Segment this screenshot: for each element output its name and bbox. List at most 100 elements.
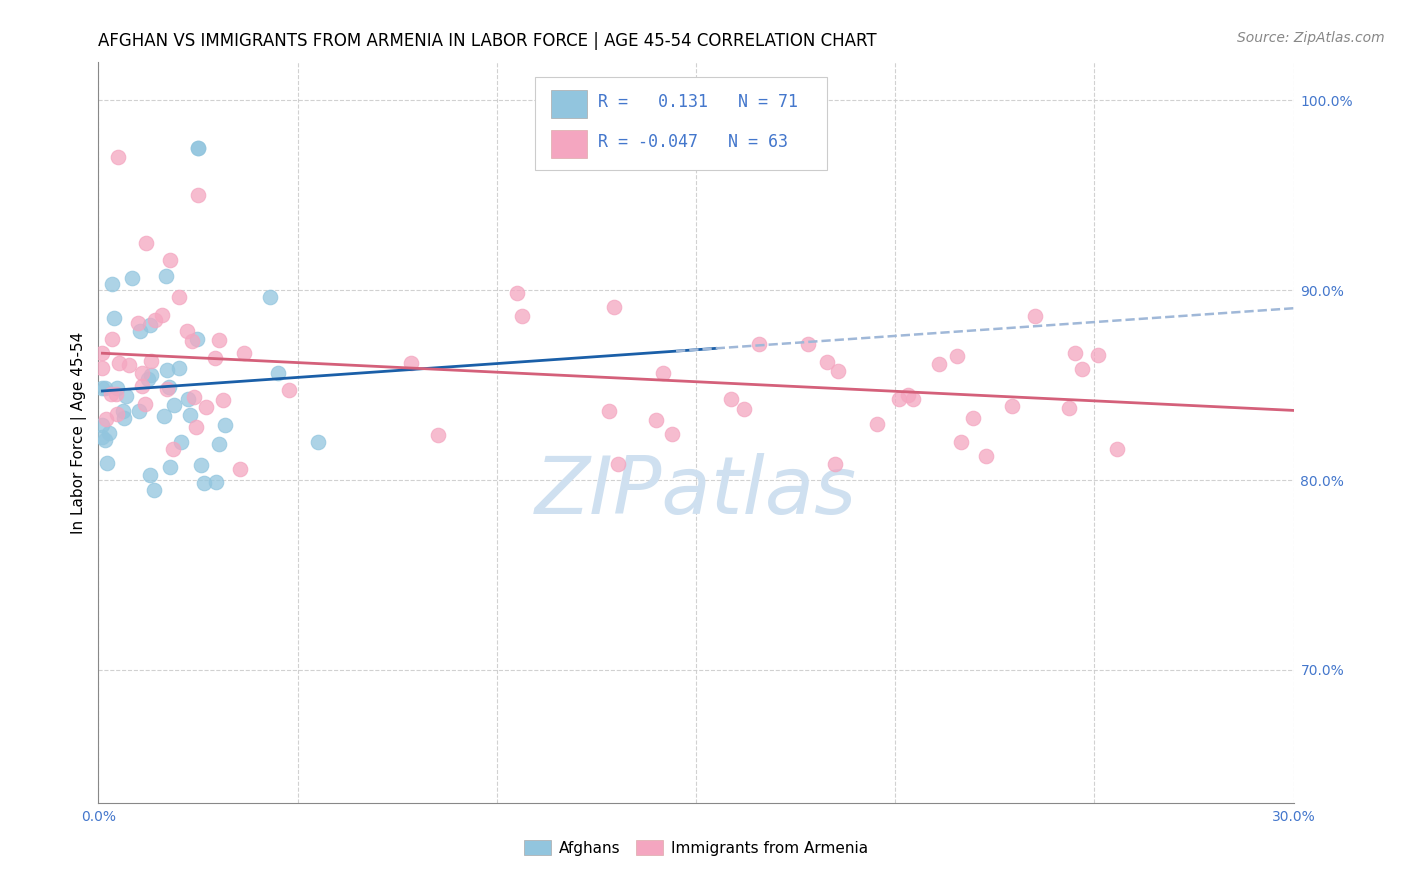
- Point: [748, 336, 770, 351]
- Point: [187, 188, 209, 202]
- Point: [101, 332, 124, 346]
- Point: [651, 366, 673, 380]
- Point: [94, 381, 117, 395]
- Point: [104, 387, 127, 401]
- Y-axis label: In Labor Force | Age 45-54: In Labor Force | Age 45-54: [72, 332, 87, 533]
- Point: [1024, 309, 1046, 323]
- Point: [278, 384, 301, 398]
- Point: [426, 428, 449, 442]
- Point: [91, 346, 114, 360]
- Point: [167, 290, 190, 304]
- Point: [156, 382, 179, 396]
- Text: R =   0.131   N = 71: R = 0.131 N = 71: [598, 93, 799, 111]
- Point: [105, 381, 128, 395]
- Point: [824, 457, 846, 471]
- Point: [1057, 401, 1080, 416]
- Point: [815, 354, 838, 368]
- Point: [602, 300, 624, 314]
- Text: Source: ZipAtlas.com: Source: ZipAtlas.com: [1237, 31, 1385, 45]
- Point: [115, 389, 138, 403]
- Point: [135, 235, 157, 250]
- Point: [193, 476, 215, 491]
- FancyBboxPatch shape: [534, 78, 827, 169]
- Point: [162, 442, 184, 456]
- Point: [962, 411, 984, 425]
- Text: AFGHAN VS IMMIGRANTS FROM ARMENIA IN LABOR FORCE | AGE 45-54 CORRELATION CHART: AFGHAN VS IMMIGRANTS FROM ARMENIA IN LAB…: [98, 32, 877, 50]
- Point: [112, 410, 135, 425]
- Point: [157, 380, 180, 394]
- Point: [211, 392, 233, 407]
- Point: [204, 475, 226, 489]
- Point: [155, 268, 177, 283]
- Point: [195, 400, 218, 414]
- Point: [179, 408, 201, 422]
- Point: [184, 420, 207, 434]
- Point: [928, 358, 950, 372]
- Point: [128, 404, 150, 418]
- Point: [98, 425, 121, 440]
- Point: [949, 434, 972, 449]
- Point: [91, 430, 114, 444]
- Point: [131, 379, 153, 393]
- Point: [134, 397, 156, 411]
- Point: [1087, 348, 1109, 362]
- Point: [121, 271, 143, 285]
- Point: [208, 333, 231, 347]
- Point: [1001, 399, 1024, 413]
- Point: [159, 460, 181, 475]
- Point: [107, 150, 129, 164]
- Point: [399, 356, 422, 370]
- Point: [889, 392, 911, 406]
- Point: [866, 417, 889, 431]
- Point: [187, 141, 209, 155]
- Point: [266, 366, 288, 380]
- Point: [506, 286, 529, 301]
- Point: [112, 403, 135, 417]
- Point: [207, 437, 229, 451]
- Point: [177, 392, 200, 407]
- Point: [183, 390, 205, 404]
- Point: [91, 381, 114, 395]
- Point: [204, 351, 226, 365]
- Point: [510, 310, 533, 324]
- Point: [607, 457, 630, 471]
- Point: [153, 409, 176, 423]
- Point: [141, 368, 163, 382]
- Point: [186, 332, 208, 346]
- Point: [159, 252, 181, 267]
- Legend: Afghans, Immigrants from Armenia: Afghans, Immigrants from Armenia: [517, 834, 875, 862]
- FancyBboxPatch shape: [551, 130, 588, 158]
- Point: [156, 363, 179, 377]
- Point: [974, 449, 997, 463]
- Point: [897, 388, 920, 402]
- Point: [1107, 442, 1129, 457]
- FancyBboxPatch shape: [551, 90, 588, 118]
- Point: [229, 462, 252, 476]
- Point: [100, 386, 122, 401]
- Point: [797, 336, 820, 351]
- Point: [170, 434, 193, 449]
- Point: [181, 334, 204, 349]
- Point: [118, 358, 141, 372]
- Point: [94, 433, 117, 447]
- Point: [827, 364, 849, 378]
- Point: [96, 412, 118, 426]
- Point: [139, 354, 162, 368]
- Point: [214, 418, 236, 433]
- Point: [139, 318, 162, 332]
- Point: [129, 324, 152, 338]
- Point: [598, 404, 620, 418]
- Point: [100, 277, 122, 291]
- Point: [127, 316, 149, 330]
- Point: [91, 361, 114, 376]
- Text: R = -0.047   N = 63: R = -0.047 N = 63: [598, 133, 787, 151]
- Point: [720, 392, 742, 406]
- Point: [103, 310, 125, 325]
- Text: ZIPatlas: ZIPatlas: [534, 453, 858, 531]
- Point: [91, 417, 114, 432]
- Point: [163, 398, 186, 412]
- Point: [150, 308, 173, 322]
- Point: [307, 434, 329, 449]
- Point: [176, 324, 198, 338]
- Point: [946, 350, 969, 364]
